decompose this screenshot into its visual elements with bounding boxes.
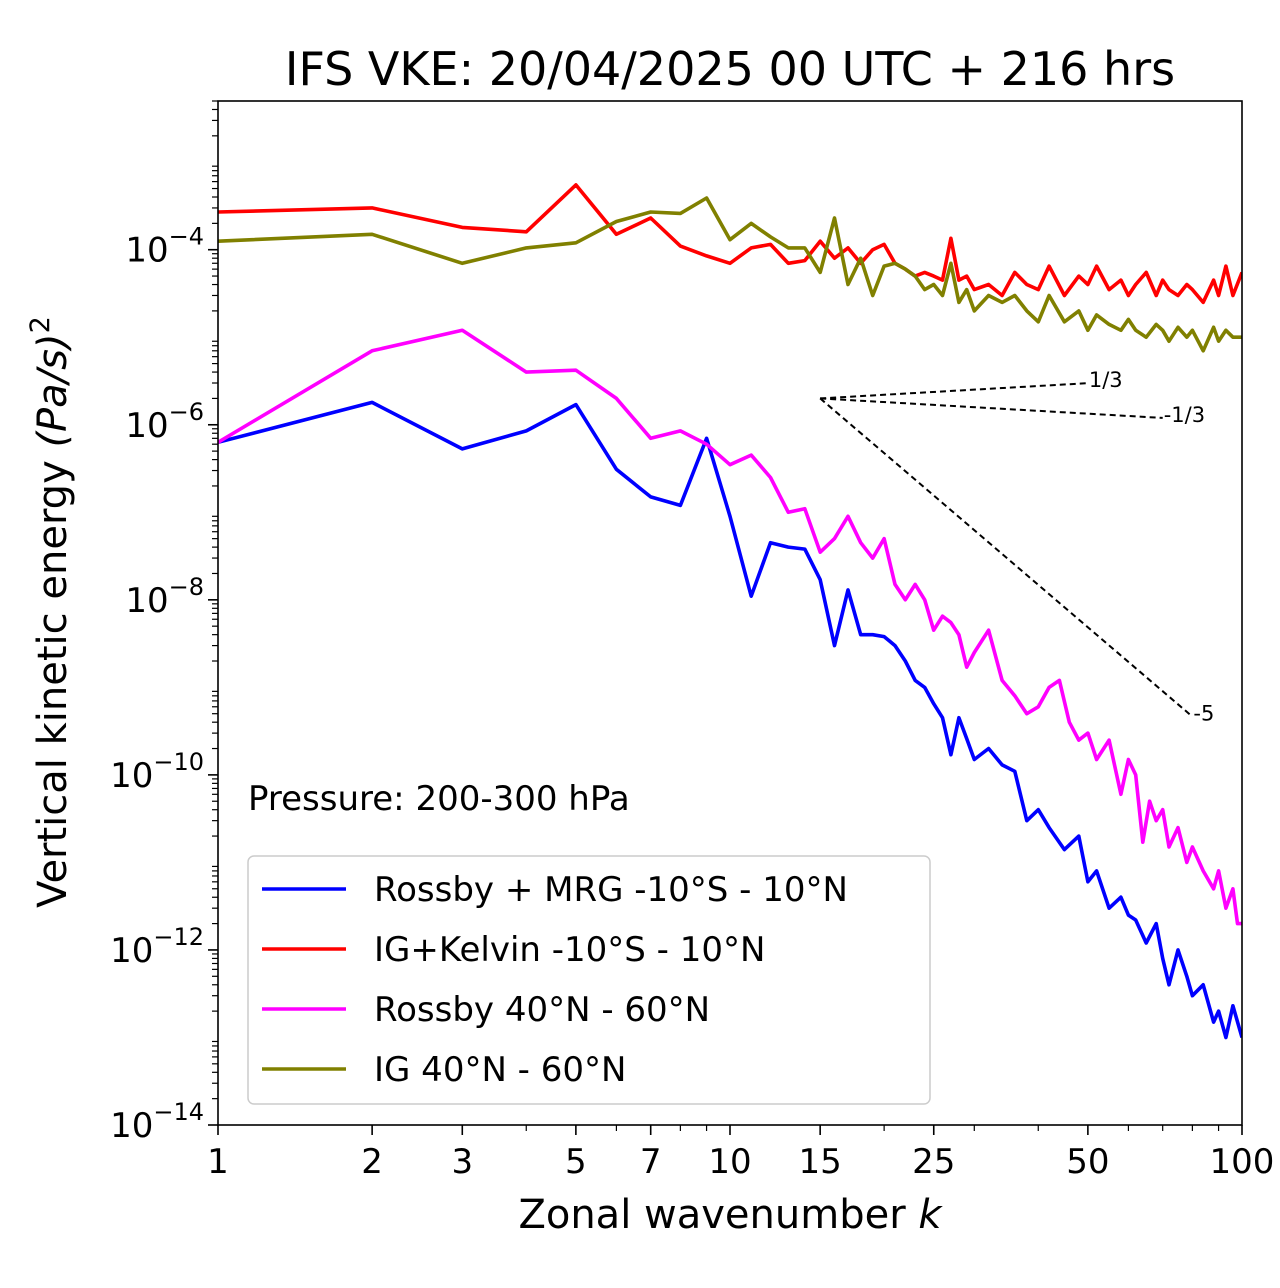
y-axis-label-power: 2 (25, 316, 56, 333)
legend-label-4: IG 40°N - 60°N (374, 1050, 626, 1090)
x-axis-label-variable: k (918, 1192, 943, 1238)
y-axis-label: Vertical kinetic energy (Pa/s)2 (25, 316, 76, 908)
y-tick-label: 10−8 (125, 573, 204, 621)
x-tick-label: 7 (640, 1142, 662, 1182)
slope-label-1: 1/3 (1089, 368, 1123, 392)
legend: Rossby + MRG -10°S - 10°N IG+Kelvin -10°S… (247, 855, 931, 1105)
pressure-annotation: Pressure: 200-300 hPa (248, 779, 630, 819)
y-tick-label: 10−14 (110, 1098, 204, 1146)
y-tick-label: 10−6 (125, 398, 204, 446)
slope-label-2: -1/3 (1164, 403, 1205, 427)
reference-slopes: 1/3 -1/3 -5 (819, 368, 1214, 726)
x-axis-label: Zonal wavenumber k (518, 1192, 943, 1238)
slope-label-3: -5 (1193, 702, 1214, 726)
legend-label-2: IG+Kelvin -10°S - 10°N (374, 930, 765, 970)
slope-line-2 (820, 397, 1163, 419)
x-tick-label: 5 (565, 1142, 587, 1182)
x-axis-ticks: 1 2 3 5 7 10 15 25 50 100 (207, 1125, 1274, 1182)
slope-line-3 (819, 397, 1194, 718)
slope-line-1 (820, 382, 1088, 400)
y-tick-label: 10−12 (110, 923, 204, 971)
x-tick-label: 10 (708, 1142, 751, 1182)
y-tick-label: 10−10 (110, 748, 204, 796)
x-axis-label-text: Zonal wavenumber (518, 1192, 918, 1238)
x-tick-label: 1 (207, 1142, 229, 1182)
series-line-2 (218, 183, 1242, 305)
series-line-1 (218, 400, 1242, 1040)
x-tick-label: 3 (451, 1142, 473, 1182)
legend-label-1: Rossby + MRG -10°S - 10°N (374, 870, 848, 910)
series-layer (218, 183, 1242, 1040)
y-axis-label-text: Vertical kinetic energy (30, 448, 76, 908)
y-axis-ticks: 10−14 10−12 10−10 10−8 10−6 10−4 (110, 100, 218, 1146)
x-tick-label: 25 (912, 1142, 955, 1182)
legend-box (247, 855, 931, 1105)
x-tick-label: 100 (1210, 1142, 1275, 1182)
x-tick-label: 50 (1066, 1142, 1109, 1182)
x-tick-label: 15 (799, 1142, 842, 1182)
legend-label-3: Rossby 40°N - 60°N (374, 990, 710, 1030)
x-tick-label: 2 (361, 1142, 383, 1182)
y-tick-label: 10−4 (125, 223, 204, 271)
series-line-4 (218, 196, 1242, 353)
series-line-3 (218, 328, 1242, 926)
legend-entries: Rossby + MRG -10°S - 10°N IG+Kelvin -10°S… (262, 870, 848, 1090)
y-axis-label-unit: (Pa/s) (30, 333, 76, 447)
chart-title: IFS VKE: 20/04/2025 00 UTC + 216 hrs (285, 42, 1175, 96)
